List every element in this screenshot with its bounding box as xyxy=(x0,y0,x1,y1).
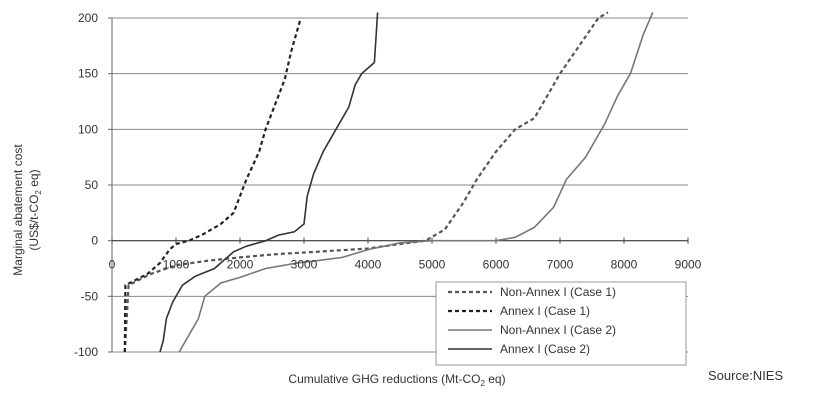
y-tick-label: -100 xyxy=(74,345,98,359)
series-line-4 xyxy=(159,12,379,353)
x-tick-label: 6000 xyxy=(483,258,510,272)
series-group xyxy=(123,11,654,353)
legend-items: Non-Annex I (Case 1) Annex I (Case 1) Non-… xyxy=(448,285,616,356)
x-tick-label: 4000 xyxy=(355,258,382,272)
y-axis-label-line1: Marginal abatement cost xyxy=(11,144,25,276)
y-axis-label-line2-sub: 2 xyxy=(34,190,43,195)
source-annotation: Source:NIES xyxy=(708,368,783,383)
y-tick-label: 0 xyxy=(91,234,98,248)
x-tick-label: 0 xyxy=(109,258,116,272)
x-tick-label: 9000 xyxy=(675,258,702,272)
x-axis-label: Cumulative GHG reductions (Mt-CO2 eq) xyxy=(288,372,505,388)
x-tick-label: 7000 xyxy=(547,258,574,272)
x-axis-label-main: Cumulative GHG reductions (Mt-CO xyxy=(288,372,480,386)
legend-label-1: Non-Annex I (Case 1) xyxy=(500,285,616,299)
series-line-2 xyxy=(123,17,302,353)
legend: Non-Annex I (Case 1) Annex I (Case 1) Non-… xyxy=(435,281,687,366)
y-tick-label: 100 xyxy=(78,122,98,136)
y-axis-label-line2: (US$/t-CO xyxy=(27,195,41,251)
y-tick-label: 200 xyxy=(78,11,98,25)
legend-label-3: Non-Annex I (Case 2) xyxy=(500,323,616,337)
x-tick-label: 5000 xyxy=(419,258,446,272)
x-axis-label-end: eq) xyxy=(485,372,506,386)
y-tick-label: 50 xyxy=(85,178,99,192)
legend-label-4: Annex I (Case 2) xyxy=(500,342,590,356)
y-axis-label-line2-end: eq) xyxy=(27,169,41,190)
x-axis-label-sub: 2 xyxy=(480,379,485,388)
y-axis-label-2: (US$/t-CO2 eq) xyxy=(27,169,43,250)
series-line-3 xyxy=(178,12,654,353)
x-tick-label: 3000 xyxy=(291,258,318,272)
x-tick-label: 2000 xyxy=(227,258,254,272)
axes xyxy=(108,17,689,353)
y-tick-label: 150 xyxy=(78,67,98,81)
legend-label-2: Annex I (Case 1) xyxy=(500,304,590,318)
legend-box xyxy=(435,281,687,366)
y-axis-label: Marginal abatement cost xyxy=(11,144,25,276)
series-line-1 xyxy=(123,11,609,353)
y-tick-label: -50 xyxy=(81,289,99,303)
x-tick-label: 1000 xyxy=(163,258,190,272)
x-tick-label: 8000 xyxy=(611,258,638,272)
